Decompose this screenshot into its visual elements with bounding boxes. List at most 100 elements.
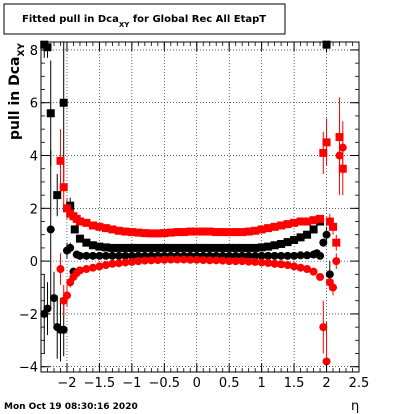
y-tick-label: 2 xyxy=(30,202,38,217)
data-point-circle xyxy=(75,251,84,260)
data-point-circle xyxy=(205,256,214,265)
data-point-square xyxy=(95,242,104,251)
data-point-square xyxy=(82,218,91,227)
data-point-circle xyxy=(101,251,110,260)
y-tick-label: −2 xyxy=(19,308,38,323)
data-point-square xyxy=(316,214,325,223)
data-point-circle xyxy=(264,258,273,267)
data-point-square xyxy=(56,156,65,165)
chart-title-rest: for Global Rec All EtapT xyxy=(129,14,266,25)
data-point-square xyxy=(231,243,240,252)
data-point-circle xyxy=(114,259,123,268)
data-point-circle xyxy=(88,263,97,272)
data-point-square xyxy=(205,243,214,252)
timestamp: Mon Oct 19 08:30:16 2020 xyxy=(4,402,138,412)
data-point-circle xyxy=(303,251,312,260)
data-point-circle xyxy=(231,257,240,266)
data-point-circle xyxy=(62,291,71,300)
data-point-circle xyxy=(319,323,328,332)
data-point-circle xyxy=(127,257,136,266)
data-point-square xyxy=(283,238,292,247)
data-point-square xyxy=(127,228,136,237)
data-point-circle xyxy=(332,257,341,266)
data-point-square xyxy=(179,228,188,237)
data-point-circle xyxy=(338,143,347,152)
data-point-square xyxy=(166,243,175,252)
data-point-square xyxy=(192,227,201,236)
data-point-square xyxy=(75,234,84,243)
data-point-circle xyxy=(49,294,58,303)
data-point-square xyxy=(140,243,149,252)
data-point-square xyxy=(134,243,143,252)
data-point-square xyxy=(270,241,279,250)
data-point-circle xyxy=(179,255,188,264)
data-point-circle xyxy=(140,256,149,265)
data-point-circle xyxy=(59,325,68,334)
x-tick-label: −2 xyxy=(57,376,76,391)
data-point-square xyxy=(179,243,188,252)
data-point-square xyxy=(238,243,247,252)
data-point-circle xyxy=(160,255,169,264)
data-point-square xyxy=(332,238,341,247)
data-point-square xyxy=(101,243,110,252)
data-point-square xyxy=(218,243,227,252)
data-point-circle xyxy=(270,259,279,268)
data-point-square xyxy=(257,243,266,252)
data-point-square xyxy=(270,222,279,231)
chart-title-main: Fitted pull in Dca xyxy=(22,14,119,25)
data-point-square xyxy=(62,204,71,213)
data-point-square xyxy=(59,183,68,192)
y-tick-label: −4 xyxy=(19,361,38,376)
data-point-square xyxy=(140,229,149,238)
data-point-circle xyxy=(277,260,286,269)
data-point-circle xyxy=(329,283,338,292)
data-point-square xyxy=(173,243,182,252)
x-tick-label: 0.5 xyxy=(219,376,240,391)
data-point-square xyxy=(88,221,97,230)
data-point-circle xyxy=(173,255,182,264)
y-tick-label: 6 xyxy=(30,97,38,112)
data-point-square xyxy=(225,228,234,237)
x-tick-label: 1.5 xyxy=(284,376,305,391)
data-point-circle xyxy=(257,258,266,267)
data-point-circle xyxy=(325,270,334,279)
data-point-square xyxy=(277,221,286,230)
data-point-square xyxy=(59,98,68,107)
data-markers xyxy=(40,40,347,366)
data-point-circle xyxy=(134,257,143,266)
y-axis-label-sub: XY xyxy=(17,43,27,57)
data-point-square xyxy=(303,230,312,239)
data-point-circle xyxy=(127,251,136,260)
data-point-circle xyxy=(121,258,130,267)
data-point-circle xyxy=(296,263,305,272)
data-point-circle xyxy=(43,304,52,313)
data-point-circle xyxy=(303,265,312,274)
x-tick-label: −0.5 xyxy=(149,376,181,391)
data-point-circle xyxy=(309,267,318,276)
data-point-square xyxy=(205,227,214,236)
data-point-circle xyxy=(218,256,227,265)
data-point-circle xyxy=(46,225,55,234)
chart-title: Fitted pull in DcaXY for Global Rec All … xyxy=(22,14,266,29)
data-point-circle xyxy=(244,257,253,266)
data-point-square xyxy=(322,138,331,147)
data-point-square xyxy=(114,243,123,252)
data-point-circle xyxy=(319,238,328,247)
y-axis-label-main: pull in Dca xyxy=(7,57,23,140)
data-point-square xyxy=(244,227,253,236)
data-point-square xyxy=(231,228,240,237)
x-tick-label: −1 xyxy=(122,376,141,391)
title-frame xyxy=(3,3,286,35)
data-point-square xyxy=(212,243,221,252)
data-point-square xyxy=(70,225,79,234)
data-point-circle xyxy=(290,262,299,271)
data-point-square xyxy=(153,243,162,252)
data-point-square xyxy=(88,241,97,250)
data-point-square xyxy=(160,229,169,238)
data-point-circle xyxy=(283,251,292,260)
data-point-circle xyxy=(121,251,130,260)
data-point-square xyxy=(43,43,52,52)
data-point-circle xyxy=(114,251,123,260)
data-point-circle xyxy=(75,266,84,275)
data-point-square xyxy=(338,164,347,173)
